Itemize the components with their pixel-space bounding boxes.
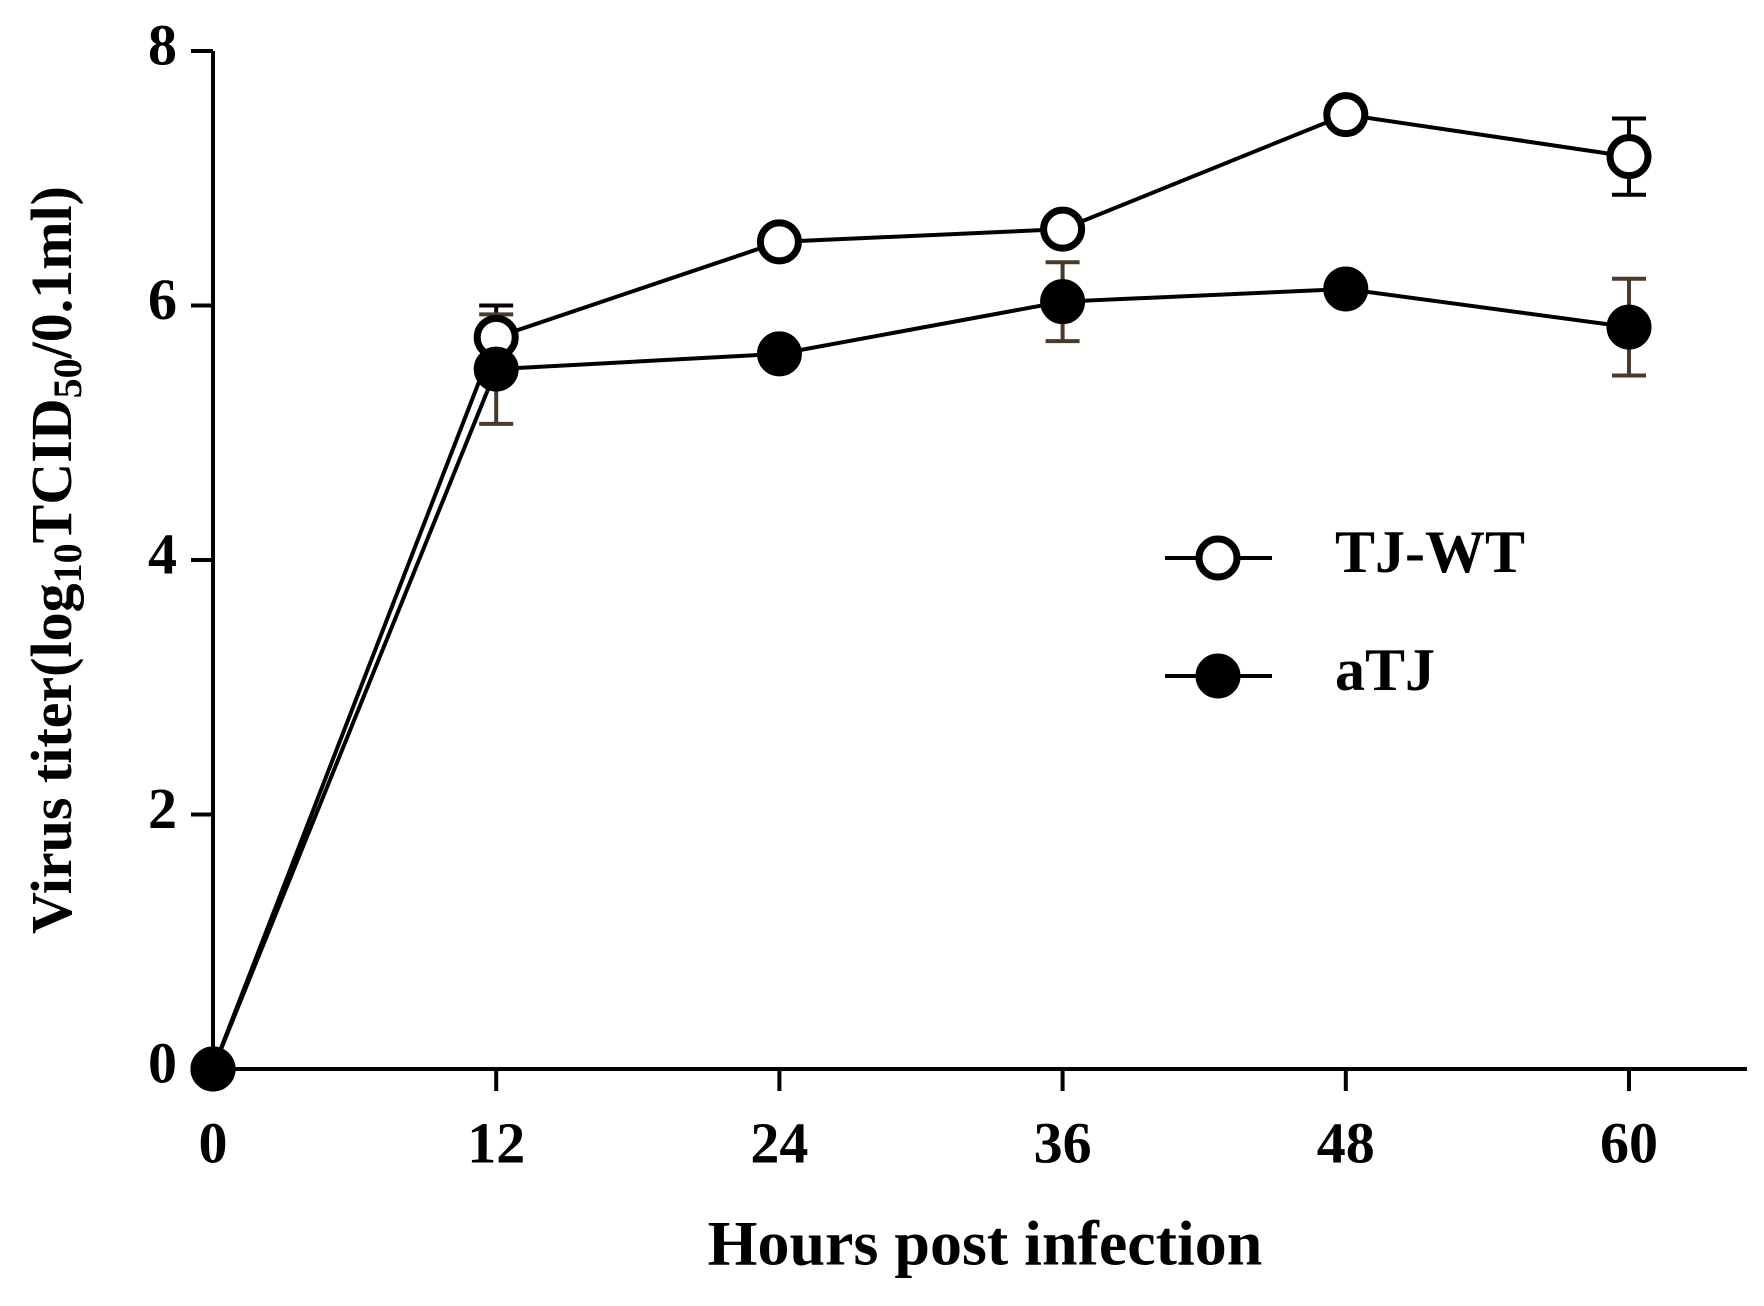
marker — [1040, 206, 1086, 252]
y-axis-label-part: 10 — [45, 543, 90, 583]
y-axis-label-part: TCID — [19, 398, 84, 543]
series-line — [211, 286, 1630, 1070]
marker — [473, 346, 519, 392]
marker — [756, 219, 802, 265]
legend-label: TJ-WT — [1335, 519, 1525, 585]
x-tick-label: 12 — [467, 1110, 525, 1175]
marker — [190, 1046, 236, 1092]
x-tick-label: 24 — [750, 1110, 808, 1175]
y-axis-label-part: 50 — [45, 358, 90, 398]
y-tick-label: 8 — [148, 12, 177, 77]
marker — [756, 331, 802, 377]
y-tick-label: 6 — [148, 267, 177, 332]
marker — [1323, 266, 1369, 312]
marker — [1323, 92, 1369, 138]
y-axis-label-part: Virus titer(log — [19, 583, 84, 934]
series-line — [211, 112, 1630, 1070]
x-tick-label: 36 — [1034, 1110, 1092, 1175]
y-axis-label-part: /0.1ml) — [19, 186, 84, 359]
marker — [1040, 279, 1086, 325]
marker — [1195, 653, 1241, 699]
marker — [1606, 304, 1652, 350]
x-tick-label: 60 — [1600, 1110, 1658, 1175]
y-axis-label: Virus titer(log10TCID50/0.1ml) — [19, 186, 90, 934]
legend-label: aTJ — [1335, 637, 1435, 703]
y-tick-label: 0 — [148, 1030, 177, 1095]
y-tick-label: 4 — [148, 521, 177, 586]
x-axis-label: Hours post infection — [708, 1208, 1263, 1279]
x-tick-label: 48 — [1317, 1110, 1375, 1175]
marker — [1195, 535, 1241, 581]
y-tick-label: 2 — [148, 776, 177, 841]
marker — [1606, 134, 1652, 180]
x-tick-label: 0 — [199, 1110, 228, 1175]
